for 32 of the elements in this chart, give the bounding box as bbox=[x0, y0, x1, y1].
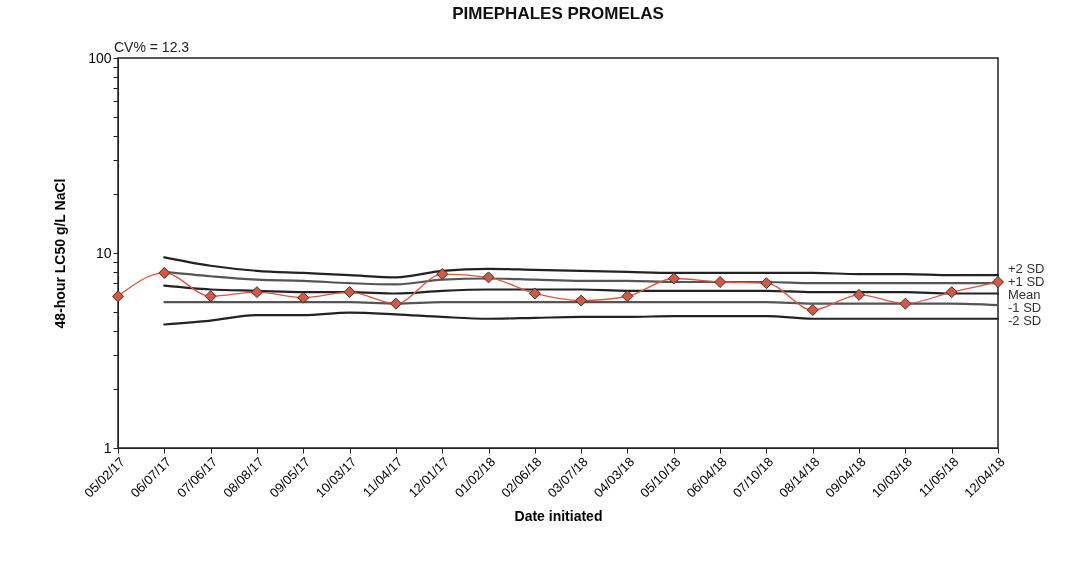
y-tick-label: 1 bbox=[103, 439, 112, 456]
series-label: -1 SD bbox=[1008, 300, 1042, 316]
point bbox=[621, 290, 634, 303]
point bbox=[250, 286, 263, 299]
point bbox=[992, 276, 1004, 288]
point bbox=[436, 268, 449, 281]
point bbox=[899, 297, 912, 310]
y-axis-title: 48-hour LC50 g/L NaCl bbox=[52, 178, 69, 329]
point bbox=[806, 304, 819, 316]
series-label: -2 SD bbox=[1008, 313, 1042, 329]
series-label: Mean bbox=[1008, 287, 1041, 303]
y-tick-label: 10 bbox=[95, 244, 112, 261]
point bbox=[528, 287, 541, 300]
point bbox=[482, 271, 495, 284]
point bbox=[112, 290, 124, 303]
point bbox=[343, 286, 356, 299]
text: CV% = 12.3 bbox=[114, 39, 190, 55]
point bbox=[714, 276, 727, 288]
point bbox=[945, 286, 958, 299]
point bbox=[853, 288, 866, 301]
series-label: +2 SD bbox=[1008, 261, 1045, 277]
point bbox=[158, 266, 171, 279]
point bbox=[297, 291, 310, 304]
x-axis-title: Date initiated bbox=[514, 508, 603, 525]
point bbox=[760, 277, 773, 290]
chart-title: PIMEPHALES PROMELAS bbox=[452, 4, 664, 23]
point bbox=[667, 272, 680, 285]
point bbox=[204, 290, 217, 303]
series-label: +1 SD bbox=[1008, 274, 1045, 290]
y-tick-label: 100 bbox=[88, 49, 112, 66]
point bbox=[575, 294, 588, 307]
point bbox=[389, 297, 402, 310]
